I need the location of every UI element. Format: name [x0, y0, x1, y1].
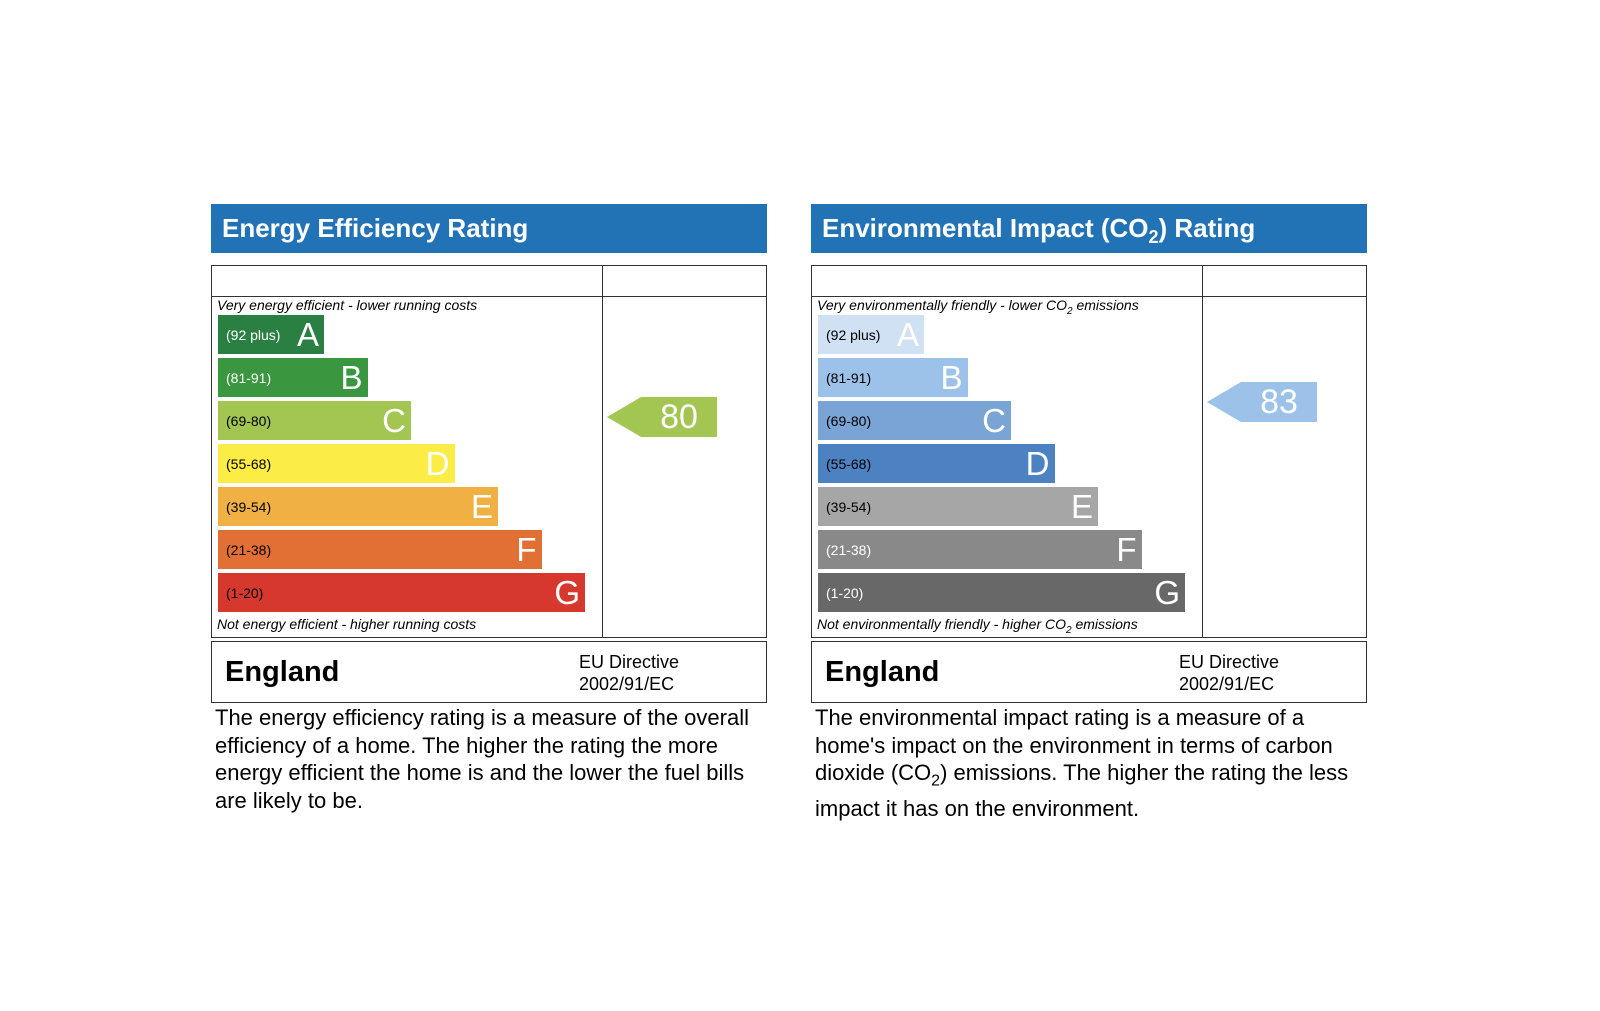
- directive-line-2: 2002/91/EC: [1179, 674, 1275, 694]
- arrow-shape: [1207, 382, 1317, 422]
- caption-text-end: emissions: [1071, 616, 1138, 632]
- arrow-shape: [607, 397, 717, 437]
- rating-band-a: (92 plus) A: [818, 315, 924, 354]
- rating-band-g: (1-20) G: [218, 573, 585, 612]
- directive-line-1: EU Directive: [1179, 652, 1280, 672]
- rating-band-g: (1-20) G: [818, 573, 1185, 612]
- band-letter: E: [470, 488, 493, 525]
- current-rating-value: 83: [1260, 383, 1298, 421]
- band-letter: B: [940, 359, 963, 396]
- rating-band-f: (21-38) F: [218, 530, 542, 569]
- band-letter: G: [554, 574, 580, 611]
- band-letter: B: [340, 359, 363, 396]
- directive-line-1: EU Directive: [579, 652, 680, 672]
- rating-band-c: (69-80) C: [818, 401, 1011, 440]
- band-range-label: (21-38): [826, 541, 872, 558]
- energy-efficiency-title: Energy Efficiency Rating: [211, 204, 767, 253]
- band-range-label: (21-38): [226, 541, 272, 558]
- band-letter: F: [516, 531, 537, 568]
- energy-footer: England EU Directive 2002/91/EC: [211, 641, 767, 703]
- band-range-label: (69-80): [226, 412, 272, 429]
- band-range-label: (92 plus): [826, 326, 881, 343]
- bottom-caption: Not environmentally friendly - higher CO…: [817, 616, 1138, 636]
- band-range-label: (55-68): [826, 455, 872, 472]
- band-range-label: (81-91): [826, 369, 872, 386]
- band-range-label: (81-91): [226, 369, 272, 386]
- description-text-end: ) emissions. The higher the rating the l…: [815, 760, 1349, 821]
- band-range-label: (1-20): [826, 584, 864, 601]
- rating-band-d: (55-68) D: [818, 444, 1055, 483]
- band-range-label: (39-54): [226, 498, 272, 515]
- rating-band-d: (55-68) D: [218, 444, 455, 483]
- header-divider: [212, 296, 766, 297]
- rating-band-b: (81-91) B: [818, 358, 968, 397]
- rating-band-e: (39-54) E: [818, 487, 1098, 526]
- band-letter: C: [382, 402, 406, 439]
- environmental-description: The environmental impact rating is a mea…: [815, 704, 1375, 822]
- rating-band-c: (69-80) C: [218, 401, 411, 440]
- top-caption: Very energy efficient - lower running co…: [217, 297, 478, 313]
- band-letter: D: [425, 445, 450, 482]
- energy-efficiency-panel: Energy Efficiency Rating Very energy eff…: [211, 204, 767, 813]
- eu-directive: EU Directive 2002/91/EC: [1179, 651, 1279, 695]
- rating-band-f: (21-38) F: [818, 530, 1142, 569]
- band-range-label: (1-20): [226, 584, 264, 601]
- band-range-label: (92 plus): [226, 326, 281, 343]
- caption-text-end: emissions: [1072, 297, 1139, 313]
- column-divider: [602, 266, 603, 637]
- title-text: Environmental Impact (CO: [822, 213, 1149, 243]
- country-label: England: [225, 656, 340, 688]
- title-text-end: ) Rating: [1158, 213, 1256, 243]
- caption-text: Not environmentally friendly - higher CO: [817, 616, 1066, 632]
- band-range-label: (39-54): [826, 498, 872, 515]
- band-letter: C: [982, 402, 1006, 439]
- eu-directive: EU Directive 2002/91/EC: [579, 651, 679, 695]
- description-text: The environmental impact rating is a mea…: [815, 705, 1333, 785]
- current-rating-arrow: 80: [607, 397, 717, 437]
- title-subscript: 2: [1148, 227, 1159, 248]
- band-letter: A: [296, 316, 319, 353]
- rating-band-b: (81-91) B: [218, 358, 368, 397]
- directive-line-2: 2002/91/EC: [579, 674, 675, 694]
- country-label: England: [825, 656, 940, 688]
- energy-rating-grid: Very energy efficient - lower running co…: [211, 265, 767, 638]
- bottom-caption: Not energy efficient - higher running co…: [217, 616, 477, 632]
- energy-description: The energy efficiency rating is a measur…: [215, 705, 749, 813]
- description-subscript: 2: [931, 772, 941, 790]
- environmental-impact-title: Environmental Impact (CO2) Rating: [811, 204, 1367, 253]
- band-letter: G: [1154, 574, 1180, 611]
- caption-text: Very environmentally friendly - lower CO: [817, 297, 1068, 313]
- band-letter: F: [1116, 531, 1137, 568]
- band-range-label: (55-68): [226, 455, 272, 472]
- caption-subscript: 2: [1066, 624, 1072, 636]
- rating-band-e: (39-54) E: [218, 487, 498, 526]
- band-letter: A: [896, 316, 919, 353]
- current-rating-arrow: 83: [1207, 382, 1317, 422]
- column-divider: [1202, 266, 1203, 637]
- rating-band-a: (92 plus) A: [218, 315, 324, 354]
- band-range-label: (69-80): [826, 412, 872, 429]
- top-caption: Very environmentally friendly - lower CO…: [817, 297, 1139, 317]
- caption-subscript: 2: [1067, 305, 1073, 317]
- current-rating-value: 80: [660, 398, 698, 436]
- header-divider: [812, 296, 1366, 297]
- band-letter: E: [1070, 488, 1093, 525]
- environmental-rating-grid: Very environmentally friendly - lower CO…: [811, 265, 1367, 638]
- environmental-impact-panel: Environmental Impact (CO2) Rating Very e…: [811, 204, 1367, 821]
- band-letter: D: [1025, 445, 1050, 482]
- environmental-footer: England EU Directive 2002/91/EC: [811, 641, 1367, 703]
